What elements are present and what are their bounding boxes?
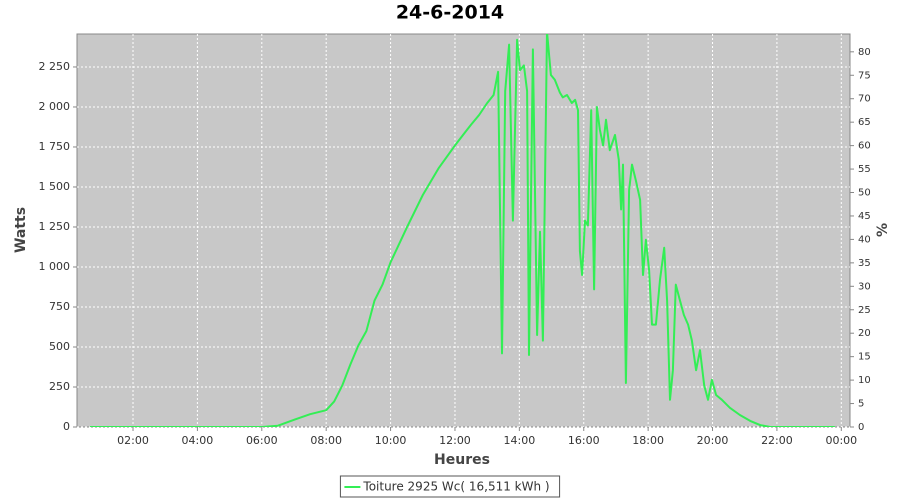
y-tick-label: 1 000 xyxy=(39,260,71,273)
y2-tick-label: 10 xyxy=(858,375,871,386)
y2-tick-label: 40 xyxy=(858,234,871,245)
y2-tick-label: 0 xyxy=(858,422,864,433)
y-tick-label: 1 500 xyxy=(39,180,71,193)
x-tick-label: 10:00 xyxy=(375,434,407,447)
y2-tick-label: 30 xyxy=(858,281,871,292)
y2-tick-label: 50 xyxy=(858,188,871,199)
x-axis-title: Heures xyxy=(434,452,490,468)
y2-tick-label: 80 xyxy=(858,47,871,58)
plot-area xyxy=(76,33,851,428)
y2-axis-title: % xyxy=(875,223,891,237)
legend: Toiture 2925 Wc( 16,511 kWh ) xyxy=(339,475,561,498)
y2-tick-label: 20 xyxy=(858,328,871,339)
series-group xyxy=(89,34,835,427)
y-tick-label: 0 xyxy=(63,420,70,433)
x-tick-label: 16:00 xyxy=(568,434,600,447)
y2-tick-label: 60 xyxy=(858,141,871,152)
y2-tick-label: 25 xyxy=(858,305,871,316)
y-tick-label: 2 000 xyxy=(39,100,71,113)
y-tick-label: 1 750 xyxy=(39,140,71,153)
y2-tick-label: 45 xyxy=(858,211,871,222)
x-tick-label: 04:00 xyxy=(182,434,214,447)
y-axis-title: Watts xyxy=(13,207,29,253)
x-tick-label: 14:00 xyxy=(504,434,536,447)
x-tick-label: 12:00 xyxy=(439,434,471,447)
x-tick-label: 02:00 xyxy=(117,434,149,447)
y2-tick-label: 35 xyxy=(858,258,871,269)
x-tick-label: 06:00 xyxy=(246,434,278,447)
y2-tick-label: 15 xyxy=(858,352,871,363)
legend-box xyxy=(339,475,561,498)
x-tick-label: 20:00 xyxy=(697,434,729,447)
y2-tick-label: 65 xyxy=(858,117,871,128)
chart-title: 24-6-2014 xyxy=(396,2,504,24)
y2-tick-label: 70 xyxy=(858,94,871,105)
x-tick-label: 22:00 xyxy=(761,434,793,447)
x-tick-label: 00:00 xyxy=(825,434,857,447)
y-tick-label: 250 xyxy=(49,380,70,393)
legend-label: Toiture 2925 Wc( 16,511 kWh ) xyxy=(362,480,549,494)
x-tick-label: 08:00 xyxy=(310,434,342,447)
y2-tick-label: 5 xyxy=(858,399,864,410)
y-tick-label: 750 xyxy=(49,300,70,313)
y-tick-label: 2 250 xyxy=(39,60,71,73)
y-tick-label: 1 250 xyxy=(39,220,71,233)
y2-tick-label: 55 xyxy=(858,164,871,175)
y-tick-label: 500 xyxy=(49,340,70,353)
data-line xyxy=(89,34,835,427)
x-tick-label: 18:00 xyxy=(632,434,664,447)
y2-tick-label: 75 xyxy=(858,70,871,81)
